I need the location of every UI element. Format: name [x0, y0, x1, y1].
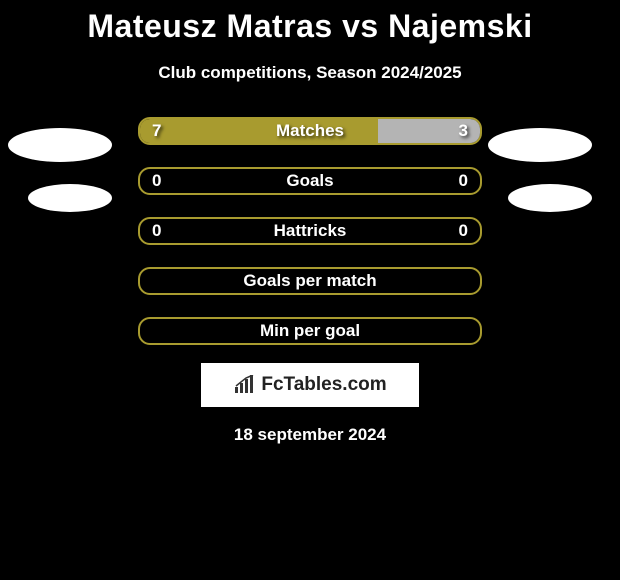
stat-row: Goals per match	[0, 267, 620, 295]
stat-value-left: 0	[152, 221, 161, 241]
bar-track: 0 Hattricks 0	[138, 217, 482, 245]
root: Mateusz Matras vs Najemski Club competit…	[0, 8, 620, 580]
stat-label: Min per goal	[260, 321, 360, 341]
stat-value-right: 3	[459, 121, 468, 141]
stat-value-right: 0	[459, 171, 468, 191]
stat-value-left: 7	[152, 121, 161, 141]
bar-track: 0 Goals 0	[138, 167, 482, 195]
page-subtitle: Club competitions, Season 2024/2025	[0, 63, 620, 83]
brand-box: FcTables.com	[201, 363, 419, 407]
stat-row: 0 Hattricks 0	[0, 217, 620, 245]
avatar-right	[508, 184, 592, 212]
avatar-left	[8, 128, 112, 162]
barchart-icon	[233, 375, 257, 395]
brand-text: FcTables.com	[233, 374, 386, 396]
bar-track: Goals per match	[138, 267, 482, 295]
stat-label: Goals	[286, 171, 333, 191]
stat-label: Hattricks	[274, 221, 347, 241]
stat-label: Matches	[276, 121, 344, 141]
stat-value-left: 0	[152, 171, 161, 191]
stat-value-right: 0	[459, 221, 468, 241]
stat-row: Min per goal	[0, 317, 620, 345]
avatar-right	[488, 128, 592, 162]
bar-track: 7 Matches 3	[138, 117, 482, 145]
stat-label: Goals per match	[243, 271, 376, 291]
brand-label: FcTables.com	[261, 374, 386, 396]
page-title: Mateusz Matras vs Najemski	[0, 8, 620, 45]
bar-track: Min per goal	[138, 317, 482, 345]
date-text: 18 september 2024	[0, 425, 620, 445]
avatar-left	[28, 184, 112, 212]
